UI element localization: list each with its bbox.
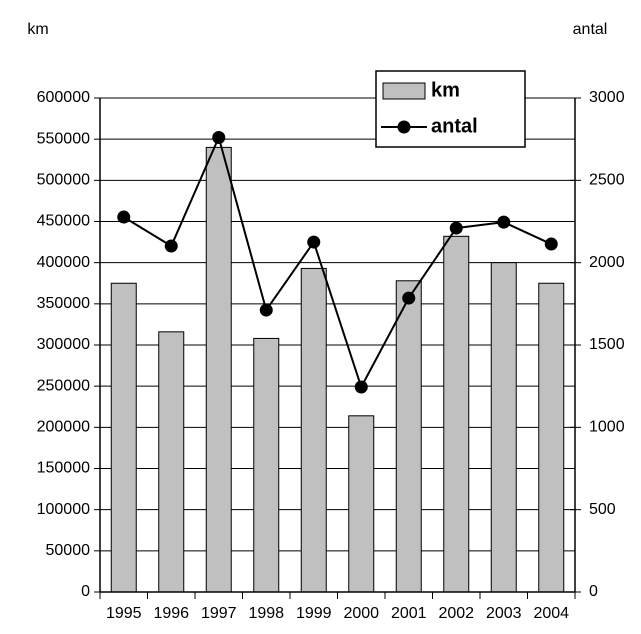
bar xyxy=(395,280,422,593)
marker xyxy=(354,380,368,394)
marker xyxy=(402,291,416,305)
x-tick-label: 2003 xyxy=(486,605,522,622)
legend-label: km xyxy=(431,79,460,101)
bar xyxy=(538,282,565,593)
y-tick-label: 250000 xyxy=(37,377,90,394)
y2-tick-label: 0 xyxy=(589,583,598,600)
y-tick-label: 550000 xyxy=(37,130,90,147)
marker xyxy=(259,303,273,317)
legend-swatch xyxy=(382,82,426,100)
y-tick-label: 50000 xyxy=(46,542,91,559)
x-tick-label: 1996 xyxy=(153,605,189,622)
legend-marker xyxy=(397,120,411,134)
x-tick-label: 2001 xyxy=(391,605,427,622)
y-tick-label: 450000 xyxy=(37,213,90,230)
x-tick-label: 1999 xyxy=(296,605,332,622)
marker xyxy=(497,215,511,229)
x-tick-label: 2002 xyxy=(438,605,474,622)
marker xyxy=(164,239,178,253)
marker xyxy=(212,131,226,145)
bar xyxy=(158,331,185,593)
marker xyxy=(307,235,321,249)
y-tick-label: 300000 xyxy=(37,336,90,353)
bar xyxy=(443,235,470,593)
y-tick-label: 600000 xyxy=(37,89,90,106)
y-tick-label: 150000 xyxy=(37,460,90,477)
y2-axis-label: antal xyxy=(573,21,608,38)
y2-tick-label: 2000 xyxy=(589,254,625,271)
y-tick-label: 500000 xyxy=(37,172,90,189)
x-tick-label: 1998 xyxy=(248,605,284,622)
y2-tick-label: 1000 xyxy=(589,419,625,436)
bar xyxy=(253,337,280,593)
bar xyxy=(205,146,232,593)
bar xyxy=(490,262,517,593)
line xyxy=(123,134,552,390)
y2-tick-label: 500 xyxy=(589,501,616,518)
marker xyxy=(117,210,131,224)
bar xyxy=(300,267,327,593)
x-tick-label: 1995 xyxy=(106,605,142,622)
bar xyxy=(110,282,137,593)
y-tick-label: 350000 xyxy=(37,295,90,312)
y2-tick-label: 3000 xyxy=(589,89,625,106)
x-tick-label: 1997 xyxy=(201,605,237,622)
y-tick-label: 0 xyxy=(81,583,90,600)
x-tick-label: 2000 xyxy=(343,605,379,622)
marker xyxy=(449,221,463,235)
bar xyxy=(348,415,375,593)
x-tick-label: 2004 xyxy=(533,605,569,622)
y-tick-label: 200000 xyxy=(37,419,90,436)
y-tick-label: 400000 xyxy=(37,254,90,271)
marker xyxy=(544,237,558,251)
y2-tick-label: 1500 xyxy=(589,336,625,353)
y-axis-label: km xyxy=(27,21,48,38)
y2-tick-label: 2500 xyxy=(589,172,625,189)
legend-label: antal xyxy=(431,115,478,137)
y-tick-label: 100000 xyxy=(37,501,90,518)
